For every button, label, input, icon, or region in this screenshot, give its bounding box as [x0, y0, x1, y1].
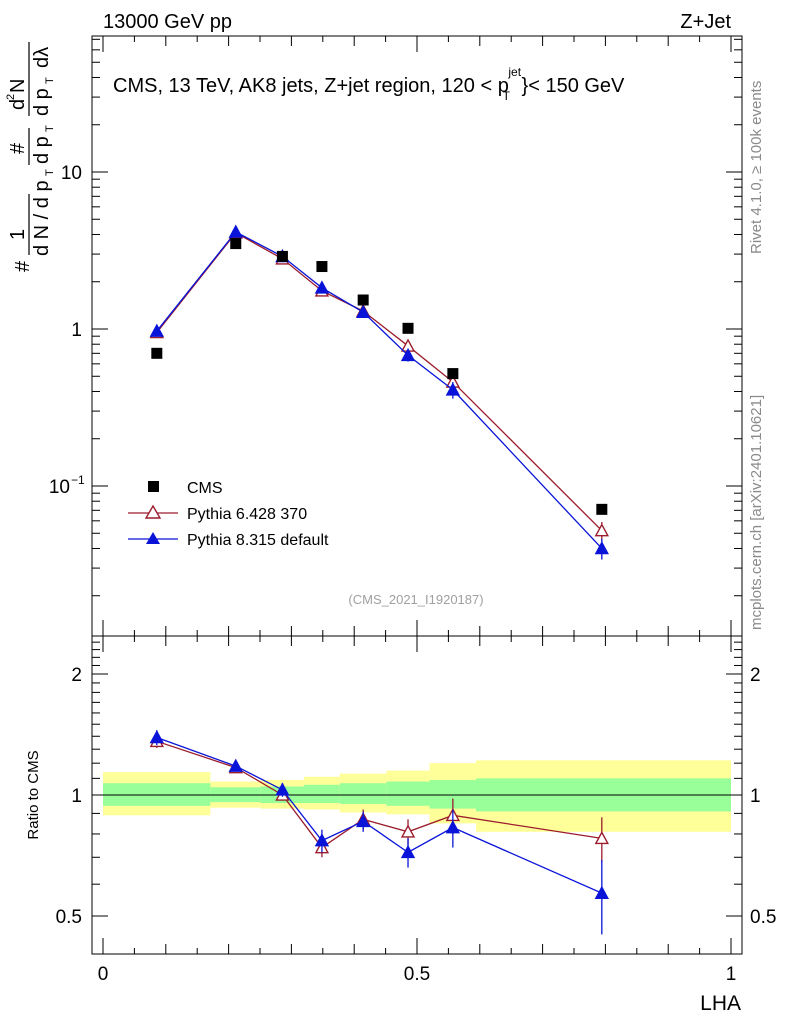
svg-text:d p: d p [31, 88, 53, 116]
svg-text:#: # [12, 260, 34, 272]
header-right: Z+Jet [680, 11, 731, 33]
legend-marker-py6 [144, 504, 162, 519]
ratio-line-py6 [156, 740, 602, 849]
svg-text:#: # [7, 142, 29, 154]
svg-text:2: 2 [5, 94, 17, 100]
svg-text:d: d [7, 99, 29, 110]
ratio-point-py8 [594, 885, 609, 899]
legend-marker-py8 [146, 532, 160, 544]
ratio-y-tick-label: 2 [71, 665, 82, 686]
main-point-cms [316, 261, 328, 273]
main-point-cms [151, 347, 163, 359]
main-title-sub: jet [507, 65, 521, 79]
mcplots-label: mcplots.cern.ch [arXiv:2401.10621] [748, 395, 765, 630]
ratio-ylabel: Ratio to CMS [25, 750, 42, 839]
ratio-y-tick-label: 1 [71, 786, 82, 807]
ratio-line-py8 [156, 736, 603, 894]
main-point-cms [276, 250, 288, 262]
ratio-point-py8 [314, 833, 330, 847]
legend-marker-cms [148, 481, 159, 492]
main-line-py8 [156, 231, 603, 549]
ratio-band-inner [386, 781, 430, 806]
main-title-tail: }< 150 GeV [522, 75, 626, 97]
svg-text:T: T [44, 125, 56, 132]
ratio-band-inner [339, 783, 387, 804]
ratio-point-py8 [149, 730, 164, 744]
main-point-cms [402, 322, 414, 334]
main-ylabel: # 1 d N / d p T # d p T d 2 N d p T dλ [5, 42, 56, 272]
main-point-cms [596, 503, 608, 515]
main-point-py8 [445, 382, 461, 396]
main-point-cms [447, 368, 459, 380]
rivet-label: Rivet 4.1.0, ≥ 100k events [748, 81, 765, 254]
main-title: CMS, 13 TeV, AK8 jets, Z+jet region, 120… [113, 59, 625, 105]
legend-label-py6: Pythia 6.428 370 [187, 506, 307, 523]
ratio-y-tick-label-right: 0.5 [750, 907, 776, 928]
svg-text:dλ: dλ [31, 47, 53, 68]
svg-text:T: T [44, 77, 56, 84]
main-point-py8 [314, 280, 330, 294]
ratio-y-tick-label-right: 1 [750, 786, 761, 807]
main-panel: CMS, 13 TeV, AK8 jets, Z+jet region, 120… [5, 35, 743, 637]
main-y-tick-label: 1 [71, 320, 82, 341]
svg-text:d p: d p [31, 136, 53, 164]
watermark: (CMS_2021_I1920187) [348, 592, 483, 607]
main-y-tick-label: 10 [61, 163, 82, 184]
svg-text:N: N [7, 79, 29, 93]
main-point-py6 [594, 523, 609, 537]
header-left: 13000 GeV pp [103, 11, 232, 33]
main-point-cms [357, 294, 369, 306]
main-point-py8 [149, 323, 164, 337]
x-tick-label: 0.5 [404, 964, 430, 985]
ratio-point-py8 [275, 782, 290, 796]
main-point-py8 [400, 347, 416, 362]
ratio-band-inner [303, 784, 340, 804]
main-y-tick-exponent: −1 [71, 473, 85, 487]
main-point-py8 [356, 304, 371, 318]
ratio-point-py8 [400, 844, 416, 859]
ratio-band-inner [103, 783, 211, 806]
x-axis-label: LHA [700, 992, 741, 1015]
main-title-text: CMS, 13 TeV, AK8 jets, Z+jet region, 120… [113, 75, 492, 97]
legend-label-py8: Pythia 8.315 default [187, 532, 329, 549]
ratio-panel: Ratio to CMS LHA [25, 635, 743, 1015]
ratio-point-py6 [594, 830, 609, 845]
main-line-py6 [156, 231, 603, 532]
legend: CMS Pythia 6.428 370 Pythia 8.315 defaul… [128, 480, 329, 549]
x-tick-label: 1 [726, 964, 737, 985]
legend-label-cms: CMS [187, 480, 223, 497]
svg-text:1: 1 [7, 229, 29, 240]
main-point-cms [230, 238, 242, 250]
ratio-point-py6 [400, 824, 416, 838]
ratio-point-py8 [445, 820, 461, 834]
x-tick-label: 0 [98, 964, 109, 985]
svg-text:T: T [44, 169, 56, 176]
ratio-y-tick-label: 0.5 [56, 907, 82, 928]
svg-text:d N / d p: d N / d p [31, 180, 53, 256]
main-point-py8 [594, 541, 609, 555]
ratio-y-tick-label-right: 2 [750, 665, 761, 686]
main-y-tick-label: 10 [49, 477, 70, 498]
main-point-py8 [228, 224, 243, 238]
ratio-point-py8 [356, 813, 371, 828]
ratio-point-py8 [228, 758, 243, 772]
